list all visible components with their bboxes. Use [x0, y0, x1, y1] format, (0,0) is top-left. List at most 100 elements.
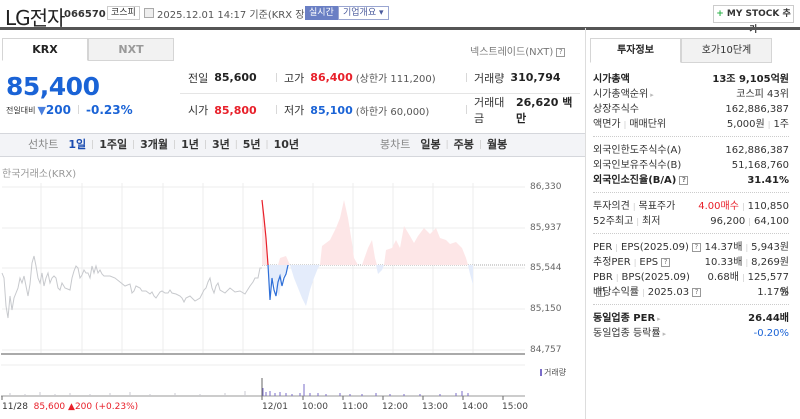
- add-mystock-label: MY STOCK 추가: [723, 9, 791, 35]
- cap-rank-value: 코스피 43위: [736, 89, 789, 100]
- par-label: 액면가: [593, 119, 621, 130]
- header-divider: [0, 27, 800, 30]
- tab-monthly-candle[interactable]: 월봉: [486, 138, 508, 151]
- industry-per-link[interactable]: 동일업종 PER ▸: [593, 311, 661, 326]
- low52-value: 64,100: [754, 216, 789, 227]
- div-label: 배당수익률: [593, 287, 639, 298]
- industry-change-link[interactable]: 동일업종 등락률 ▸: [593, 326, 666, 341]
- tab-investment-info[interactable]: 투자정보: [590, 38, 681, 63]
- x-tick-label: 12/01: [262, 402, 288, 412]
- calendar-icon: [144, 8, 154, 18]
- exchange-label: 한국거래소(KRX): [2, 169, 77, 180]
- bps-value: 125,577원: [747, 272, 789, 298]
- open-value: 85,800: [214, 103, 257, 117]
- tab-1year[interactable]: 1년: [181, 138, 199, 151]
- est-eps-value: 8,269원: [751, 257, 789, 268]
- change-value: 200: [45, 103, 71, 117]
- tab-3year[interactable]: 3년: [211, 138, 230, 151]
- prev-day-info: 11/28 85,600 ▲200 (+0.23%): [2, 402, 138, 412]
- chevron-right-icon: ▸: [662, 330, 667, 338]
- foreign-limit-label: 외국인한도주식수(A): [593, 145, 682, 156]
- foreign-limit-value: 162,886,387: [725, 145, 789, 156]
- cap-rank-link[interactable]: 시가총액순위 ▸: [593, 87, 654, 102]
- y-tick-label: 84,757: [530, 345, 562, 355]
- amount-label: 거래대금: [474, 96, 505, 125]
- exchange-tabs: KRX NXT: [2, 38, 174, 61]
- chart-canvas: [1, 183, 525, 400]
- help-icon[interactable]: ?: [596, 287, 605, 297]
- industry-per-label: 동일업종 PER: [593, 313, 656, 324]
- foreign-ratio-label: 외국인소진율(B/A): [593, 175, 677, 186]
- panel-divider: [585, 28, 586, 419]
- help-icon[interactable]: ?: [679, 175, 689, 185]
- tab-1day[interactable]: 1일: [68, 138, 87, 151]
- section-divider: [593, 136, 789, 137]
- divider: |: [76, 105, 81, 115]
- per-label: PER: [593, 242, 613, 253]
- tab-nxt[interactable]: NXT: [88, 38, 174, 61]
- right-panel-tabs: 투자정보 호가10단계: [590, 38, 772, 63]
- eps-label: EPS(2025.09): [621, 242, 689, 253]
- high52-label: 52주최고: [593, 216, 634, 227]
- nxt-link[interactable]: 넥스트레이드(NXT)?: [470, 43, 566, 58]
- tab-weekly-candle[interactable]: 주봉: [453, 138, 474, 151]
- intraday-chart[interactable]: 86,330 85,937 85,544 85,150 84,757 거래량 1…: [0, 178, 585, 419]
- page-header: LG전자 066570 코스피 2025.12.01 14:17 기준(KRX …: [0, 0, 800, 35]
- prev-day-date: 11/28: [2, 402, 28, 412]
- foreign-hold-label: 외국인보유주식수(B): [593, 160, 682, 171]
- plus-icon: +: [716, 9, 724, 19]
- tab-krx[interactable]: KRX: [2, 38, 88, 61]
- help-icon[interactable]: ?: [692, 287, 702, 297]
- foreign-ratio-value: 31.41%: [747, 175, 789, 186]
- line-chart-label: 선차트: [28, 138, 59, 151]
- help-icon[interactable]: ?: [691, 242, 701, 252]
- shares-label: 상장주식수: [593, 104, 639, 115]
- candle-chart-label: 봉차트: [380, 138, 411, 151]
- target-value: 110,850: [747, 201, 789, 212]
- x-tick-label: 13:00: [422, 402, 448, 412]
- y-tick-label: 86,330: [530, 182, 562, 192]
- help-icon[interactable]: ?: [661, 257, 671, 267]
- tab-10year[interactable]: 10년: [273, 138, 300, 151]
- x-tick-label: 12:00: [382, 402, 408, 412]
- tab-daily-candle[interactable]: 일봉: [420, 138, 441, 151]
- stock-code: 066570: [64, 9, 106, 20]
- realtime-badge[interactable]: 실시간: [305, 6, 338, 20]
- market-cap-value: 13조 9,105억원: [712, 74, 789, 85]
- foreign-hold-value: 51,168,760: [731, 160, 789, 171]
- opinion-label: 투자의견: [593, 201, 630, 212]
- chevron-right-icon: ▸: [650, 91, 654, 99]
- volume-swatch-icon: [540, 369, 542, 376]
- section-divider: [593, 192, 789, 193]
- price-change: 전일대비 ▼ 200 | -0.23%: [6, 103, 133, 117]
- chevron-right-icon: ▸: [657, 315, 661, 323]
- tab-5year[interactable]: 5년: [242, 138, 261, 151]
- est-per-value: 10.33배: [704, 257, 743, 268]
- pbr-value: 0.68배: [707, 272, 739, 283]
- tab-3month[interactable]: 3개월: [140, 138, 169, 151]
- est-per-label: 추정PER: [593, 257, 631, 268]
- est-eps-label: EPS: [639, 257, 659, 268]
- prev-day-value: 85,600 ▲200 (+0.23%): [33, 402, 139, 412]
- high52-value: 96,200: [710, 216, 746, 227]
- y-tick-label: 85,150: [530, 304, 562, 314]
- current-price: 85,400: [6, 72, 100, 101]
- quote-summary: 전일 85,600 | 고가 86,400 (상한가 111,200) | 거래량 310,…: [180, 62, 580, 126]
- prev-close-value: 85,600: [214, 71, 257, 84]
- market-cap-label: 시가총액: [593, 74, 630, 85]
- section-divider: [593, 304, 789, 305]
- volume-legend-label: 거래량: [544, 368, 567, 377]
- shares-value: 162,886,387: [725, 104, 789, 115]
- eps-value: 5,943원: [751, 242, 789, 253]
- cap-rank-label: 시가총액순위: [593, 89, 649, 100]
- low-value: 85,100: [310, 103, 353, 117]
- amount-value: 26,620 백만: [515, 96, 573, 125]
- corp-info-button[interactable]: 기업개요 ▾: [338, 6, 389, 20]
- tab-orderbook-10[interactable]: 호가10단계: [681, 38, 772, 63]
- tab-1week[interactable]: 1주일: [99, 138, 128, 151]
- help-icon[interactable]: ?: [556, 47, 566, 57]
- add-mystock-button[interactable]: + MY STOCK 추가: [713, 5, 794, 35]
- per-value: 14.37배: [704, 242, 743, 253]
- low52-label: 최저: [642, 216, 661, 227]
- upper-limit: (상한가 111,200): [355, 74, 436, 85]
